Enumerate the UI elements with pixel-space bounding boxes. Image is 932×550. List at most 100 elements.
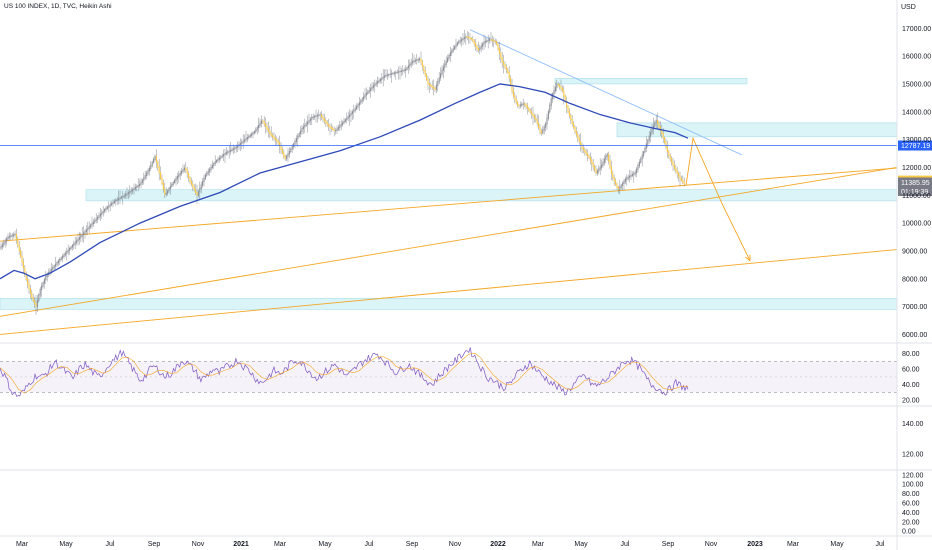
- candle-body: [295, 138, 297, 143]
- candle-body: [346, 117, 348, 121]
- candle-body: [417, 58, 419, 61]
- price-tick-label: 15000.00: [902, 81, 931, 88]
- candle-body: [494, 40, 496, 43]
- candle-body: [399, 70, 401, 73]
- candle-body: [144, 174, 146, 179]
- candle-body: [80, 235, 82, 239]
- candle-body: [584, 149, 586, 153]
- candle-body: [651, 128, 653, 134]
- candle-body: [235, 146, 237, 149]
- candle-body: [49, 270, 51, 274]
- candle-body: [631, 174, 633, 177]
- candle-body: [522, 103, 524, 105]
- candle-body: [570, 115, 572, 121]
- candle-body: [276, 139, 278, 142]
- moving-average-line: [0, 83, 689, 280]
- candle-body: [598, 168, 600, 172]
- trendline: [0, 249, 898, 335]
- time-axis-label: Nov: [192, 541, 205, 548]
- candle-body: [339, 125, 341, 129]
- candle-body: [540, 130, 542, 134]
- candle-body: [489, 39, 491, 41]
- trendline: [0, 167, 898, 242]
- candle-body: [284, 155, 286, 160]
- panel3-tick-label: 140.00: [902, 421, 924, 428]
- candle-body: [155, 155, 157, 163]
- candle-body: [192, 183, 194, 188]
- candle-body: [63, 254, 65, 257]
- time-axis-label: Nov: [705, 541, 718, 548]
- candle-body: [515, 98, 517, 103]
- candle-body: [462, 38, 464, 41]
- panel4-tick-label: 120.00: [902, 472, 924, 479]
- candle-body: [682, 179, 684, 183]
- time-axis-label: Mar: [787, 541, 800, 548]
- candle-body: [305, 123, 307, 126]
- candle-body: [437, 81, 439, 87]
- candle-body: [53, 265, 55, 269]
- candle-body: [605, 155, 607, 160]
- candle-body: [350, 112, 352, 116]
- panel3-tick-label: 120.00: [902, 451, 924, 458]
- candle-body: [528, 107, 530, 111]
- candle-body: [36, 300, 38, 308]
- candle-body: [62, 255, 64, 259]
- candle-body: [668, 151, 670, 156]
- time-axis-label: May: [574, 541, 588, 548]
- candle-body: [91, 223, 93, 226]
- candle-body: [564, 95, 566, 102]
- rsi-tick-label: 40.00: [902, 382, 920, 389]
- candle-body: [39, 288, 41, 296]
- candle-body: [17, 239, 19, 246]
- candle-body: [423, 65, 425, 72]
- candle-body: [199, 187, 201, 193]
- candle-body: [210, 166, 212, 170]
- candle-body: [678, 172, 680, 177]
- candle-body: [73, 243, 75, 247]
- candle-body: [22, 261, 24, 269]
- candle-body: [602, 161, 604, 166]
- candle-body: [141, 179, 143, 184]
- candle-body: [332, 127, 334, 131]
- price-tick-label: 17000.00: [902, 26, 931, 33]
- candle-body: [498, 48, 500, 54]
- candle-body: [32, 297, 34, 302]
- candle-body: [188, 173, 190, 179]
- candle-body: [427, 78, 429, 85]
- candle-body: [318, 114, 320, 117]
- candle-body: [554, 86, 556, 92]
- candle-body: [578, 137, 580, 142]
- candle-body: [610, 166, 612, 174]
- candle-body: [361, 98, 363, 102]
- candle-body: [335, 130, 337, 132]
- candle-body: [213, 162, 215, 167]
- candle-body: [661, 129, 663, 135]
- candle-body: [358, 102, 360, 106]
- candle-body: [556, 83, 558, 89]
- candle-body: [139, 183, 141, 187]
- candle-body: [510, 77, 512, 85]
- candle-body: [129, 191, 131, 194]
- candle-body: [416, 59, 418, 62]
- candle-body: [164, 188, 166, 196]
- candle-body: [503, 61, 505, 66]
- candle-body: [43, 279, 45, 284]
- candle-body: [326, 122, 328, 126]
- candle-body: [56, 262, 58, 265]
- candle-body: [214, 161, 216, 165]
- candle-body: [444, 63, 446, 68]
- candle-body: [242, 140, 244, 143]
- candle-body: [468, 36, 470, 39]
- candle-body: [568, 111, 570, 117]
- candle-body: [538, 122, 540, 128]
- candle-body: [122, 195, 124, 198]
- candle-body: [217, 158, 219, 162]
- candle-body: [531, 111, 533, 115]
- candle-body: [7, 236, 9, 240]
- candle-body: [225, 152, 227, 155]
- candle-body: [50, 268, 52, 272]
- time-axis-label: 2022: [490, 541, 506, 548]
- time-axis-label: May: [830, 541, 844, 548]
- candle-body: [322, 116, 324, 120]
